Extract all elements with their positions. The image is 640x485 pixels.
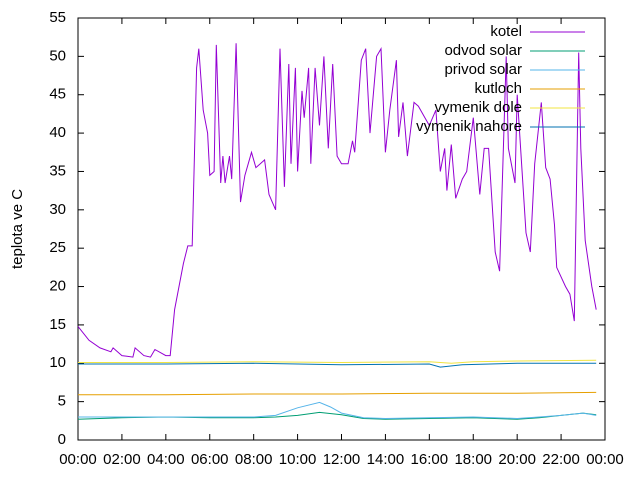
x-tick-label: 02:00 bbox=[103, 451, 141, 468]
legend-label: kotel bbox=[490, 23, 522, 40]
x-tick-label: 08:00 bbox=[235, 451, 273, 468]
legend-label: odvod solar bbox=[444, 42, 522, 59]
y-tick-label: 20 bbox=[49, 278, 66, 295]
series-line bbox=[78, 391, 597, 396]
x-tick-label: 16:00 bbox=[411, 451, 449, 468]
x-tick-label: 00:00 bbox=[59, 451, 97, 468]
y-tick-label: 45 bbox=[49, 86, 66, 103]
y-axis-label: teplota ve C bbox=[9, 189, 26, 269]
x-tick-label: 20:00 bbox=[498, 451, 536, 468]
x-tick-label: 12:00 bbox=[323, 451, 361, 468]
series-line bbox=[77, 411, 597, 420]
legend-label: vymenik dole bbox=[434, 99, 522, 116]
legend-label: kutloch bbox=[474, 80, 522, 97]
x-tick-label: 10:00 bbox=[279, 451, 317, 468]
legend-label: privod solar bbox=[444, 61, 522, 78]
plot-border bbox=[77, 17, 606, 441]
y-tick-label: 25 bbox=[49, 239, 66, 256]
series-line bbox=[77, 43, 597, 358]
y-tick-label: 5 bbox=[58, 393, 66, 410]
x-tick-label: 06:00 bbox=[191, 451, 229, 468]
y-tick-label: 50 bbox=[49, 47, 66, 64]
series-line bbox=[78, 401, 597, 420]
series-line bbox=[78, 362, 597, 368]
x-tick-label: 04:00 bbox=[147, 451, 185, 468]
x-tick-label: 18:00 bbox=[454, 451, 492, 468]
y-tick-label: 55 bbox=[49, 9, 66, 26]
legend-label: vymenik nahore bbox=[416, 118, 522, 135]
x-tick-label: 00:00 bbox=[586, 451, 624, 468]
y-tick-label: 40 bbox=[49, 124, 66, 141]
y-tick-label: 10 bbox=[49, 354, 66, 371]
y-tick-label: 35 bbox=[49, 162, 66, 179]
y-tick-label: 30 bbox=[49, 201, 66, 218]
y-tick-label: 0 bbox=[58, 431, 66, 448]
y-tick-label: 15 bbox=[49, 316, 66, 333]
series-line bbox=[78, 359, 597, 364]
x-tick-label: 22:00 bbox=[542, 451, 580, 468]
x-tick-label: 14:00 bbox=[367, 451, 405, 468]
